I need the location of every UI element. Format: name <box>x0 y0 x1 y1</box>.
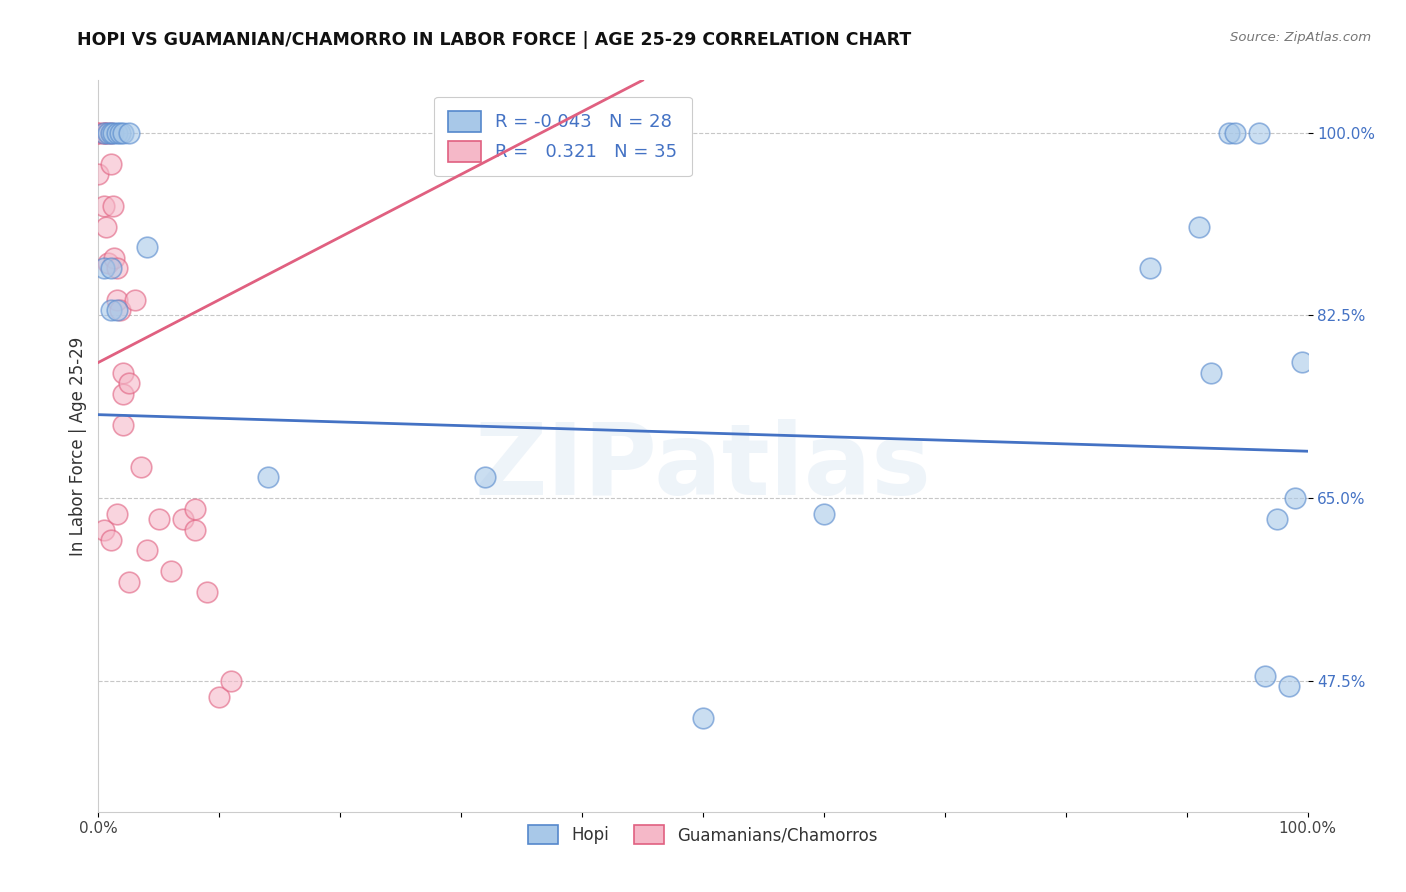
Point <box>118 574 141 589</box>
Point <box>93 199 115 213</box>
Point <box>100 533 122 547</box>
Legend: Hopi, Guamanians/Chamorros: Hopi, Guamanians/Chamorros <box>522 818 884 851</box>
Point <box>103 251 125 265</box>
Point <box>1284 491 1306 506</box>
Point <box>100 126 122 140</box>
Point <box>1199 366 1222 380</box>
Point <box>105 261 128 276</box>
Point <box>87 126 110 140</box>
Point <box>111 386 134 401</box>
Point <box>111 366 134 380</box>
Point <box>135 240 157 254</box>
Point <box>105 293 128 307</box>
Point <box>94 219 117 234</box>
Point <box>208 690 231 704</box>
Point <box>105 126 128 140</box>
Point <box>129 459 152 474</box>
Y-axis label: In Labor Force | Age 25-29: In Labor Force | Age 25-29 <box>69 336 87 556</box>
Point <box>124 293 146 307</box>
Point <box>172 512 194 526</box>
Point <box>111 418 134 433</box>
Point <box>105 303 128 318</box>
Point <box>692 711 714 725</box>
Point <box>1254 669 1277 683</box>
Point <box>1139 261 1161 276</box>
Point <box>184 523 207 537</box>
Point <box>184 501 207 516</box>
Point <box>1267 512 1289 526</box>
Point <box>1249 126 1271 140</box>
Point <box>148 512 170 526</box>
Point <box>1291 355 1313 369</box>
Point <box>100 126 122 140</box>
Point <box>97 126 120 140</box>
Point <box>100 303 122 318</box>
Point <box>105 507 128 521</box>
Point <box>135 543 157 558</box>
Point <box>93 126 115 140</box>
Point <box>256 470 278 484</box>
Point <box>87 167 110 181</box>
Point <box>87 126 110 140</box>
Text: Source: ZipAtlas.com: Source: ZipAtlas.com <box>1230 31 1371 45</box>
Point <box>93 261 115 276</box>
Point <box>93 523 115 537</box>
Text: HOPI VS GUAMANIAN/CHAMORRO IN LABOR FORCE | AGE 25-29 CORRELATION CHART: HOPI VS GUAMANIAN/CHAMORRO IN LABOR FORC… <box>77 31 911 49</box>
Point <box>118 376 141 391</box>
Point <box>813 507 835 521</box>
Point <box>118 126 141 140</box>
Point <box>160 565 183 579</box>
Point <box>97 256 120 270</box>
Point <box>100 157 122 171</box>
Point <box>100 261 122 276</box>
Point <box>1278 679 1301 693</box>
Point <box>1218 126 1240 140</box>
Point <box>195 585 218 599</box>
Point <box>101 126 124 140</box>
Point <box>96 126 118 140</box>
Point <box>108 126 131 140</box>
Point <box>1223 126 1246 140</box>
Point <box>474 470 496 484</box>
Point <box>101 199 124 213</box>
Point <box>1188 219 1211 234</box>
Point <box>221 674 243 689</box>
Point <box>93 126 115 140</box>
Text: ZIPatlas: ZIPatlas <box>475 419 931 516</box>
Point <box>93 126 115 140</box>
Point <box>108 303 131 318</box>
Point <box>111 126 134 140</box>
